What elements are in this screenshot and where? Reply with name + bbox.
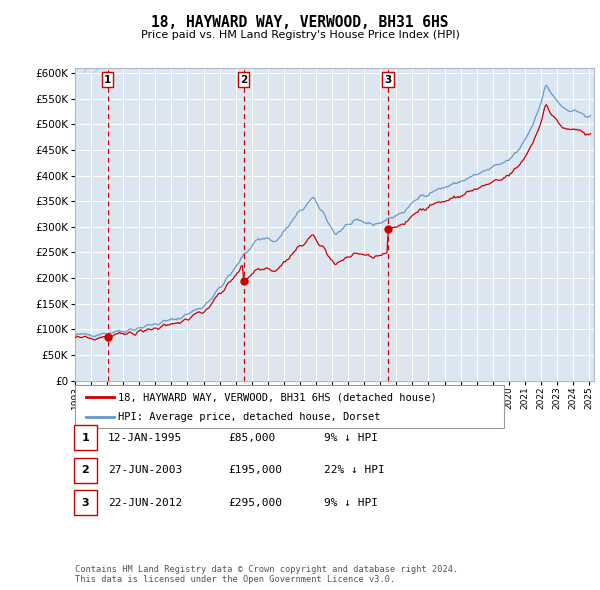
Text: 27-JUN-2003: 27-JUN-2003 <box>108 466 182 475</box>
Text: £195,000: £195,000 <box>228 466 282 475</box>
Text: 2: 2 <box>82 466 89 475</box>
Text: 1: 1 <box>104 74 112 84</box>
Text: 9% ↓ HPI: 9% ↓ HPI <box>324 433 378 442</box>
Text: Contains HM Land Registry data © Crown copyright and database right 2024.
This d: Contains HM Land Registry data © Crown c… <box>75 565 458 584</box>
Text: 2: 2 <box>240 74 247 84</box>
Text: £85,000: £85,000 <box>228 433 275 442</box>
Text: HPI: Average price, detached house, Dorset: HPI: Average price, detached house, Dors… <box>118 412 381 422</box>
Text: 22-JUN-2012: 22-JUN-2012 <box>108 498 182 507</box>
Text: £295,000: £295,000 <box>228 498 282 507</box>
Text: 18, HAYWARD WAY, VERWOOD, BH31 6HS (detached house): 18, HAYWARD WAY, VERWOOD, BH31 6HS (deta… <box>118 392 437 402</box>
Bar <box>75 47 107 73</box>
Text: 3: 3 <box>82 498 89 507</box>
Text: 9% ↓ HPI: 9% ↓ HPI <box>324 498 378 507</box>
Text: 1: 1 <box>82 433 89 442</box>
Text: Price paid vs. HM Land Registry's House Price Index (HPI): Price paid vs. HM Land Registry's House … <box>140 30 460 40</box>
Text: 18, HAYWARD WAY, VERWOOD, BH31 6HS: 18, HAYWARD WAY, VERWOOD, BH31 6HS <box>151 15 449 30</box>
Text: 22% ↓ HPI: 22% ↓ HPI <box>324 466 385 475</box>
Text: 3: 3 <box>384 74 391 84</box>
Text: 12-JAN-1995: 12-JAN-1995 <box>108 433 182 442</box>
